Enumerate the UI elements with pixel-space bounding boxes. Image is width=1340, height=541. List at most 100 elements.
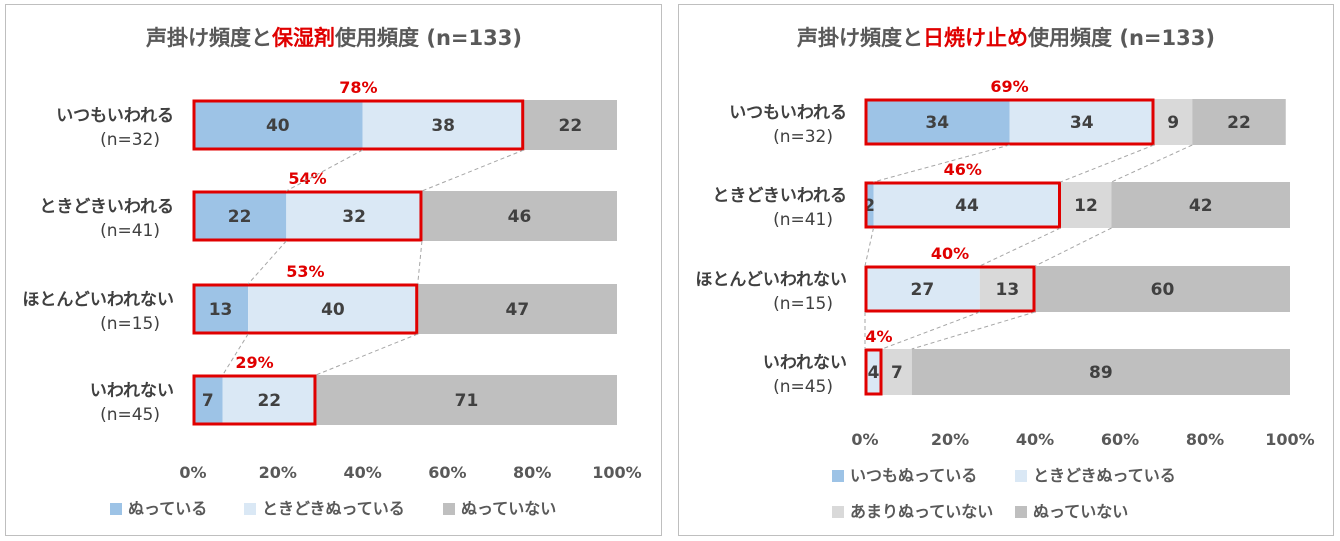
- connector-line: [881, 311, 980, 350]
- legend-swatch: [244, 503, 256, 515]
- title-highlight: 日焼け止め: [923, 26, 1028, 50]
- bar-segment: [865, 99, 1010, 145]
- connector-line: [247, 240, 287, 285]
- connector-line: [1060, 144, 1155, 183]
- highlight-total-label: 78%: [339, 78, 377, 97]
- bar-segment: [1192, 99, 1286, 145]
- x-tick-label: 80%: [513, 463, 551, 482]
- bar-segment: [193, 191, 287, 241]
- bar-segment: [421, 191, 617, 241]
- category-label: ときどきいわれる: [712, 186, 847, 206]
- chart-title: 声掛け頻度と保湿剤使用頻度 (n=133): [145, 26, 522, 50]
- x-tick-label: 40%: [343, 463, 381, 482]
- category-label: ほとんどいわれない: [695, 270, 847, 290]
- bar-segment: [865, 349, 882, 395]
- x-tick-label: 80%: [1186, 430, 1224, 449]
- bar-segment: [315, 375, 617, 425]
- legend-swatch: [1015, 470, 1027, 482]
- bar-segment: [1009, 99, 1154, 145]
- x-tick-label: 40%: [1016, 430, 1054, 449]
- bar-segment: [865, 182, 874, 228]
- category-n-label: (n=15): [773, 294, 833, 314]
- data-label: 13: [996, 280, 1020, 300]
- bar-segment: [248, 284, 418, 334]
- legend-label: ぬっていない: [1033, 502, 1128, 521]
- legend-swatch: [1015, 506, 1027, 518]
- title-part: 声掛け頻度と: [145, 26, 272, 50]
- x-tick-label: 0%: [179, 463, 206, 482]
- legend-swatch: [832, 506, 844, 518]
- category-label: いわれない: [90, 381, 174, 401]
- title-part: 使用頻度 (n=133): [334, 26, 522, 50]
- bar-segment: [523, 100, 617, 150]
- bar-segment: [193, 100, 363, 150]
- right-chart: 声掛け頻度と日焼け止め使用頻度 (n=133) いつもいわれる (n=32) 34 3…: [695, 26, 1314, 521]
- highlight-total-label: 40%: [931, 244, 969, 263]
- legend-label: ときどきぬっている: [262, 499, 405, 518]
- data-label: 34: [925, 113, 949, 133]
- legend-swatch: [443, 503, 455, 515]
- data-label: 7: [891, 363, 903, 383]
- category-n-label: (n=32): [100, 130, 160, 150]
- category-label: いつもいわれる: [56, 106, 174, 126]
- bar-segment: [865, 266, 980, 312]
- highlight-total-label: 69%: [990, 77, 1028, 96]
- legend-label: ぬっていない: [461, 499, 556, 518]
- data-label: 60: [1151, 280, 1175, 300]
- highlight-total-label: 46%: [944, 160, 982, 179]
- data-label: 2: [863, 196, 875, 216]
- connector-line: [421, 149, 524, 192]
- data-label: 34: [1070, 113, 1094, 133]
- category-label: いわれない: [763, 353, 847, 373]
- title-part: 声掛け頻度と: [796, 26, 923, 50]
- data-label: 22: [1227, 113, 1251, 133]
- category-n-label: (n=45): [773, 377, 833, 397]
- data-label: 12: [1074, 196, 1098, 216]
- left-chart-panel: 声掛け頻度と保湿剤使用頻度 (n=133) いつもいわれる (n=32) 40 38 2…: [5, 4, 662, 536]
- bar-segment: [979, 266, 1035, 312]
- x-tick-label: 100%: [1265, 430, 1314, 449]
- legend-swatch: [110, 503, 122, 515]
- x-tick-label: 0%: [851, 430, 878, 449]
- data-label: 22: [559, 116, 583, 136]
- highlight-box: [864, 98, 1155, 146]
- category-n-label: (n=32): [773, 127, 833, 147]
- category-n-label: (n=41): [773, 210, 833, 230]
- highlight-box: [864, 348, 883, 396]
- highlight-box: [192, 283, 419, 335]
- x-tick-label: 60%: [1101, 430, 1139, 449]
- bar-segment: [1154, 99, 1193, 145]
- legend-label: あまりぬっていない: [850, 502, 993, 521]
- highlight-total-label: 54%: [288, 169, 326, 188]
- data-label: 38: [431, 116, 455, 136]
- highlight-total-label: 53%: [286, 262, 324, 281]
- category-n-label: (n=41): [100, 221, 160, 241]
- title-part: 使用頻度 (n=133): [1027, 26, 1215, 50]
- data-label: 46: [508, 207, 532, 227]
- x-tick-label: 20%: [931, 430, 969, 449]
- legend-label: ときどきぬっている: [1033, 466, 1176, 485]
- data-label: 7: [202, 391, 214, 411]
- x-tick-label: 20%: [259, 463, 297, 482]
- bar-segment: [882, 349, 912, 395]
- highlight-box: [864, 181, 1061, 229]
- chart-title: 声掛け頻度と日焼け止め使用頻度 (n=133): [796, 26, 1215, 50]
- bar-segment: [1060, 182, 1112, 228]
- data-label: 44: [955, 196, 979, 216]
- data-label: 4: [868, 363, 880, 383]
- x-tick-label: 100%: [592, 463, 641, 482]
- data-label: 42: [1189, 196, 1213, 216]
- data-label: 9: [1167, 113, 1179, 133]
- data-label: 22: [257, 391, 281, 411]
- highlight-total-label: 29%: [235, 353, 273, 372]
- category-label: いつもいわれる: [729, 103, 847, 123]
- bar-segment: [286, 191, 422, 241]
- data-label: 89: [1089, 363, 1113, 383]
- bar-segment: [1111, 182, 1290, 228]
- category-label: ほとんどいわれない: [22, 290, 174, 310]
- bar-segment: [222, 375, 316, 425]
- connector-line: [417, 240, 423, 285]
- right-chart-panel: 声掛け頻度と日焼け止め使用頻度 (n=133) いつもいわれる (n=32) 34 3…: [678, 4, 1334, 536]
- highlight-box: [192, 99, 525, 151]
- left-chart: 声掛け頻度と保湿剤使用頻度 (n=133) いつもいわれる (n=32) 40 38 2…: [22, 26, 641, 518]
